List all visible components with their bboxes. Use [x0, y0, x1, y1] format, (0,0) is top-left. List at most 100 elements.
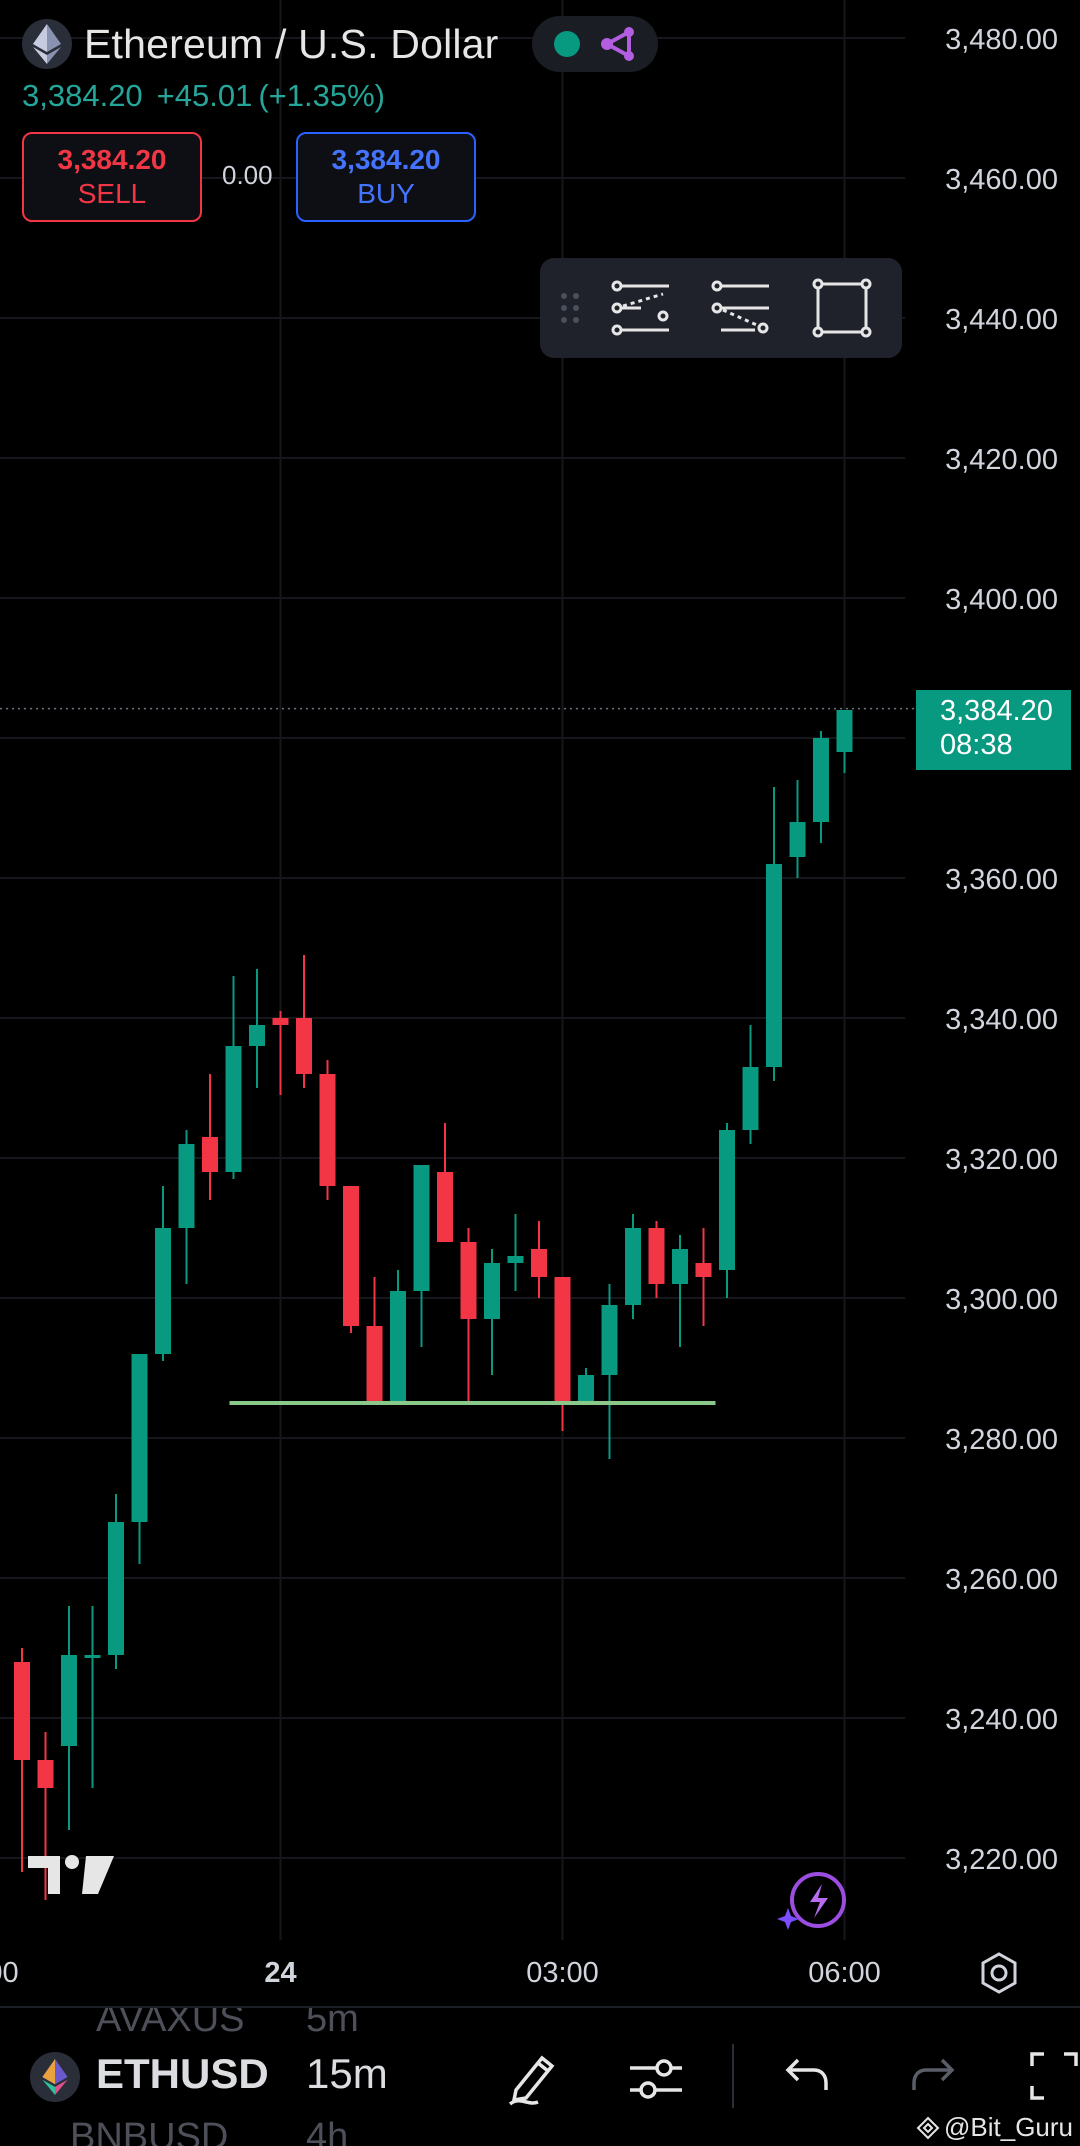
last-price: 3,384.20 [22, 78, 143, 113]
rectangle-icon [812, 278, 872, 338]
candle-body [366, 1326, 383, 1403]
candle-body [437, 1172, 453, 1242]
binance-diamond-icon [916, 2116, 940, 2139]
drawing-tools-button[interactable] [506, 2050, 562, 2111]
price-summary: 3,384.20 +45.01 (+1.35%) [22, 78, 385, 114]
candle-body [578, 1375, 594, 1403]
candle-body [507, 1256, 524, 1263]
buy-button[interactable]: 3,384.20 BUY [296, 132, 476, 222]
chart-settings-button[interactable] [976, 1950, 1022, 2001]
indicators-settings-button[interactable] [628, 2050, 684, 2111]
candle [601, 1284, 618, 1459]
candle-body [108, 1522, 124, 1655]
share-icon[interactable] [599, 25, 637, 63]
candle [695, 1228, 712, 1326]
candle [272, 1011, 289, 1095]
candle-body [695, 1263, 712, 1277]
candle [296, 955, 312, 1088]
candle [178, 1130, 195, 1284]
lightning-button[interactable] [776, 1870, 848, 1941]
market-open-dot-icon [553, 31, 580, 57]
candle [413, 1165, 430, 1347]
candle-body [390, 1291, 406, 1403]
y-tick-label: 3,300.00 [945, 1284, 1058, 1316]
sell-button[interactable]: 3,384.20 SELL [22, 132, 202, 222]
y-tick-label: 3,240.00 [945, 1704, 1058, 1736]
interval-selector[interactable]: 15m [306, 2050, 388, 2097]
candle [460, 1228, 477, 1403]
x-tick-label: 03:00 [526, 1957, 599, 1989]
tradingview-logo-icon [28, 1852, 114, 1903]
next-symbol-ghost: BNBUSD [70, 2116, 229, 2146]
candle-body [742, 1067, 759, 1130]
undo-button[interactable] [782, 2050, 832, 2105]
market-status-pill[interactable] [532, 16, 658, 72]
candle-body [37, 1760, 54, 1788]
short-position-tool-button[interactable] [692, 268, 792, 348]
candle [437, 1123, 453, 1242]
candle-body [272, 1018, 289, 1025]
pen-icon [508, 2055, 555, 2106]
candle-body [84, 1655, 101, 1658]
candle [249, 969, 265, 1088]
bottom-toolbar: AVAXUS 5m BNBUSD 4h ETHUSD 15m [0, 2006, 1080, 2146]
y-tick-label: 3,320.00 [945, 1144, 1058, 1176]
long-position-tool-button[interactable] [592, 268, 692, 348]
candle-body [531, 1249, 547, 1277]
candle [742, 1025, 759, 1144]
candle [719, 1123, 735, 1298]
y-tick-label: 3,220.00 [945, 1844, 1058, 1876]
candle-body [155, 1228, 171, 1354]
long-position-icon [611, 280, 669, 336]
symbol-title[interactable]: Ethereum / U.S. Dollar [22, 18, 499, 70]
candle-body [813, 738, 829, 822]
rectangle-tool-button[interactable] [792, 268, 892, 348]
candle [319, 1060, 336, 1200]
candle [84, 1606, 101, 1788]
candle-body [343, 1186, 359, 1326]
candle [61, 1606, 77, 1830]
candle [578, 1368, 594, 1403]
buy-price: 3,384.20 [331, 144, 441, 175]
y-tick-label: 3,360.00 [945, 864, 1058, 896]
candle-body [554, 1277, 571, 1403]
axis-labels: 3,480.00 3,460.00 3,440.00 3,420.00 3,400.00… [0, 24, 1058, 1989]
drawing-tools-panel [540, 258, 902, 358]
sliders-icon [630, 2059, 682, 2099]
y-tick-label: 3,280.00 [945, 1424, 1058, 1456]
last-price-tag-value: 3,384.20 [940, 694, 1053, 727]
fullscreen-button[interactable] [1028, 2050, 1080, 2107]
lightning-sparkle-icon [777, 1872, 846, 1930]
candle [155, 1186, 171, 1361]
candle-body [484, 1263, 500, 1319]
y-tick-label: 3,420.00 [945, 444, 1058, 476]
watermark-text: @Bit_Guru [944, 2112, 1073, 2142]
redo-button[interactable] [908, 2050, 958, 2105]
drag-handle-icon[interactable] [548, 291, 592, 325]
candle [766, 787, 782, 1081]
candle [813, 731, 829, 843]
y-tick-label: 3,260.00 [945, 1564, 1058, 1596]
symbol-selector[interactable]: ETHUSD [96, 2050, 269, 2097]
x-tick-label: 24 [264, 1957, 296, 1989]
candle-body [413, 1165, 430, 1291]
candle-body [249, 1025, 265, 1046]
candle-body [625, 1228, 641, 1305]
candle-body [601, 1305, 618, 1375]
watermark: @Bit_Guru [916, 2112, 1073, 2143]
candle-body [225, 1046, 242, 1172]
candle [366, 1277, 383, 1403]
candle-body [14, 1662, 30, 1760]
candle [507, 1214, 524, 1291]
undo-icon [785, 2058, 828, 2090]
candle-body [789, 822, 806, 857]
spread-value: 0.00 [222, 160, 273, 190]
candle [648, 1221, 665, 1298]
y-tick-label: 3,460.00 [945, 164, 1058, 196]
page-title: Ethereum / U.S. Dollar [84, 20, 499, 67]
x-tick-label: 06:00 [808, 1957, 881, 1989]
bar-countdown: 08:38 [940, 728, 1013, 761]
candle [836, 710, 853, 773]
ethereum-icon [30, 2052, 80, 2102]
next-interval-ghost: 4h [306, 2116, 349, 2146]
